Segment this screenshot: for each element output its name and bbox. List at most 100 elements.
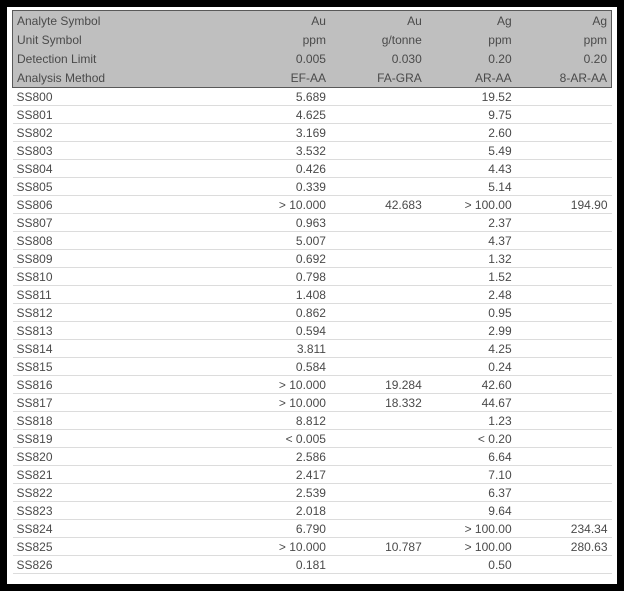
result-value: > 100.00 — [425, 195, 516, 214]
sample-row: SS820 2.586 6.64 — [12, 447, 612, 466]
sample-row: SS824 6.790 > 100.00 234.34 — [12, 519, 612, 538]
sample-row: SS822 2.539 6.37 — [12, 483, 612, 502]
result-value — [329, 519, 426, 538]
result-value — [515, 231, 612, 250]
sample-row: SS809 0.692 1.32 — [12, 249, 612, 268]
result-value: 18.332 — [329, 393, 426, 412]
table-header: Analyte Symbol Au Au Ag Ag Unit Symbol ppm g/to… — [12, 10, 612, 88]
result-value: > 100.00 — [425, 537, 516, 556]
result-value: 0.339 — [192, 177, 330, 196]
result-value: 8.812 — [192, 411, 330, 430]
sample-row: SS815 0.584 0.24 — [12, 357, 612, 376]
header-value: g/tonne — [381, 32, 422, 47]
result-value — [515, 87, 612, 106]
header-value: FA-GRA — [377, 70, 422, 85]
result-value — [515, 357, 612, 376]
result-value: 42.60 — [425, 375, 516, 394]
result-value: 2.37 — [425, 213, 516, 232]
sample-id: SS819 — [12, 429, 193, 448]
result-value: 280.63 — [515, 537, 612, 556]
result-value: 6.64 — [425, 447, 516, 466]
result-value — [329, 411, 426, 430]
header-row-label: Analysis Method — [17, 70, 106, 85]
sample-row: SS813 0.594 2.99 — [12, 321, 612, 340]
result-value — [515, 555, 612, 574]
result-value: 1.408 — [192, 285, 330, 304]
result-value — [329, 555, 426, 574]
sample-id: SS818 — [12, 411, 193, 430]
result-value — [329, 87, 426, 106]
header-row-label: Detection Limit — [17, 51, 97, 66]
sample-id: SS823 — [12, 501, 193, 520]
sample-id: SS812 — [12, 303, 193, 322]
sample-id: SS800 — [12, 87, 193, 106]
result-value: 2.018 — [192, 501, 330, 520]
result-value: 6.790 — [192, 519, 330, 538]
result-value — [329, 447, 426, 466]
sample-row: SS801 4.625 9.75 — [12, 105, 612, 124]
result-value: 5.007 — [192, 231, 330, 250]
sample-id: SS807 — [12, 213, 193, 232]
result-value: 0.963 — [192, 213, 330, 232]
result-value — [515, 483, 612, 502]
result-value: 3.169 — [192, 123, 330, 142]
result-value: 2.539 — [192, 483, 330, 502]
result-value: 0.594 — [192, 321, 330, 340]
result-value — [329, 321, 426, 340]
result-value — [515, 285, 612, 304]
result-value: 42.683 — [329, 195, 426, 214]
result-value — [515, 375, 612, 394]
sample-id: SS814 — [12, 339, 193, 358]
result-value: 5.689 — [192, 87, 330, 106]
sample-row: SS818 8.812 1.23 — [12, 411, 612, 430]
result-value: 7.10 — [425, 465, 516, 484]
result-value: 2.48 — [425, 285, 516, 304]
sample-id: SS822 — [12, 483, 193, 502]
result-value: 5.14 — [425, 177, 516, 196]
result-value: 3.811 — [192, 339, 330, 358]
header-value: 0.20 — [488, 51, 512, 66]
sample-id: SS815 — [12, 357, 193, 376]
header-value: 0.005 — [295, 51, 326, 66]
header-value: AR-AA — [474, 70, 512, 85]
sample-id: SS813 — [12, 321, 193, 340]
sample-id: SS804 — [12, 159, 193, 178]
sample-row: SS806 > 10.000 42.683 > 100.00 194.90 — [12, 195, 612, 214]
result-value — [515, 501, 612, 520]
result-value — [515, 429, 612, 448]
result-value: 6.37 — [425, 483, 516, 502]
header-value: 0.030 — [391, 51, 422, 66]
result-value — [329, 483, 426, 502]
header-value: Ag — [592, 13, 607, 28]
result-value — [515, 339, 612, 358]
result-value: 5.49 — [425, 141, 516, 160]
header-row: Unit Symbol ppm g/tonne ppm ppm — [13, 30, 612, 49]
result-value: 9.75 — [425, 105, 516, 124]
sample-row: SS808 5.007 4.37 — [12, 231, 612, 250]
result-value — [329, 501, 426, 520]
header-value: 8-AR-AA — [559, 70, 607, 85]
result-value — [329, 267, 426, 286]
result-value: 1.23 — [425, 411, 516, 430]
sample-row: SS802 3.169 2.60 — [12, 123, 612, 142]
sample-row: SS812 0.862 0.95 — [12, 303, 612, 322]
result-value — [329, 357, 426, 376]
result-value — [515, 141, 612, 160]
result-value: 2.417 — [192, 465, 330, 484]
header-value: Au — [311, 13, 326, 28]
table-body: SS800 5.689 19.52 SS801 4.625 9.75 SS802 3.169 2… — [12, 87, 612, 574]
sample-id: SS809 — [12, 249, 193, 268]
result-value: 2.586 — [192, 447, 330, 466]
header-value: EF-AA — [290, 70, 326, 85]
result-value: 0.50 — [425, 555, 516, 574]
result-value — [329, 465, 426, 484]
sample-row: SS804 0.426 4.43 — [12, 159, 612, 178]
sample-row: SS821 2.417 7.10 — [12, 465, 612, 484]
header-value: ppm — [583, 32, 607, 47]
sample-id: SS808 — [12, 231, 193, 250]
sample-id: SS811 — [12, 285, 193, 304]
result-value — [515, 213, 612, 232]
result-value: 0.798 — [192, 267, 330, 286]
sample-row: SS825 > 10.000 10.787 > 100.00 280.63 — [12, 537, 612, 556]
